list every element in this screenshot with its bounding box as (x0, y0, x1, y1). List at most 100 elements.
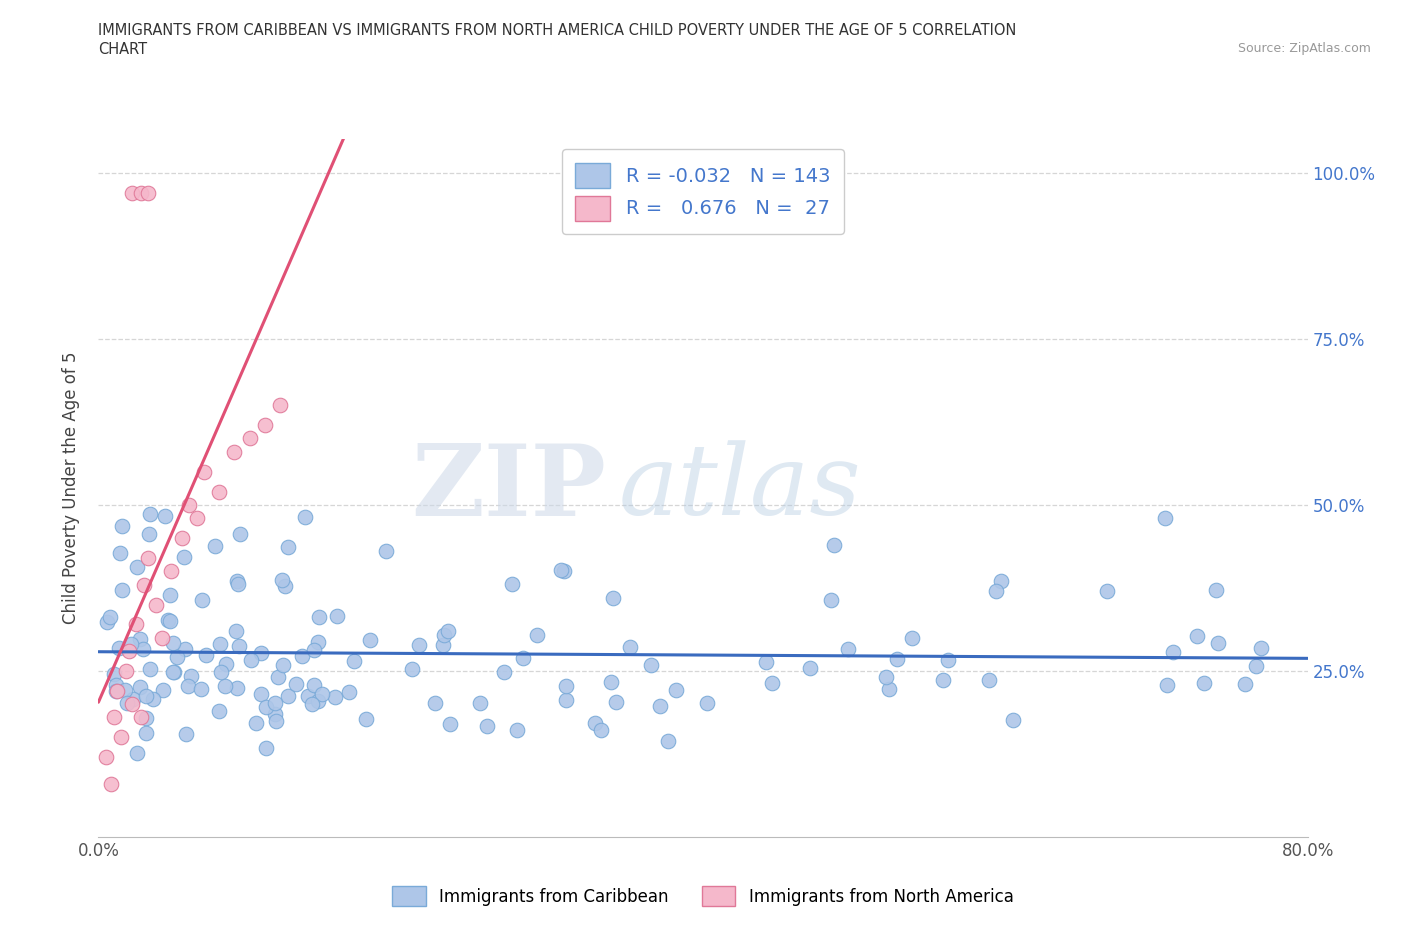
Point (117, 696, 139, 711)
Point (343, 654, 366, 669)
Point (170, 531, 193, 546)
Point (136, 185, 159, 200)
Point (96, 615, 118, 630)
Point (155, 508, 177, 523)
Point (619, 639, 641, 654)
Legend: R = -0.032   N = 143, R =   0.676   N =  27: R = -0.032 N = 143, R = 0.676 N = 27 (562, 149, 844, 234)
Point (326, 609, 349, 624)
Point (555, 693, 578, 708)
Point (100, 777, 122, 791)
Point (226, 577, 249, 591)
Point (208, 485, 231, 499)
Point (986, 583, 1008, 598)
Point (665, 683, 688, 698)
Point (166, 650, 188, 665)
Point (111, 583, 134, 598)
Point (492, 664, 515, 679)
Point (129, 679, 152, 694)
Point (512, 650, 534, 665)
Point (323, 690, 346, 705)
Point (224, 445, 246, 459)
Point (302, 678, 325, 693)
Point (141, 692, 163, 707)
Point (145, 597, 167, 612)
Point (990, 574, 1012, 589)
Point (105, 677, 128, 692)
Point (229, 526, 252, 541)
Point (823, 538, 845, 552)
Point (179, 498, 201, 512)
Point (433, 628, 456, 643)
Point (100, 610, 122, 625)
Point (267, 670, 290, 684)
Point (550, 562, 572, 577)
Point (250, 645, 273, 660)
Point (277, 689, 299, 704)
Point (190, 682, 212, 697)
Point (1156, 678, 1178, 693)
Point (138, 661, 160, 676)
Point (432, 638, 454, 653)
Point (125, 560, 148, 575)
Point (284, 677, 307, 692)
Point (264, 696, 287, 711)
Point (240, 653, 263, 668)
Point (337, 684, 360, 699)
Legend: Immigrants from Caribbean, Immigrants from North America: Immigrants from Caribbean, Immigrants fr… (385, 880, 1021, 912)
Point (1095, 583, 1118, 598)
Point (253, 418, 276, 432)
Point (177, 678, 200, 693)
Point (875, 670, 897, 684)
Y-axis label: Child Poverty Under the Age of 5: Child Poverty Under the Age of 5 (62, 352, 80, 625)
Point (605, 695, 627, 710)
Point (121, 185, 143, 200)
Point (254, 740, 277, 755)
Point (163, 664, 186, 679)
Point (173, 549, 195, 564)
Point (208, 637, 231, 652)
Point (162, 665, 184, 680)
Point (129, 631, 152, 646)
Point (129, 710, 152, 724)
Point (475, 718, 498, 733)
Point (506, 723, 529, 737)
Point (129, 185, 152, 200)
Point (159, 614, 181, 629)
Point (270, 572, 292, 587)
Point (125, 617, 148, 631)
Point (173, 641, 195, 656)
Point (159, 587, 181, 602)
Point (121, 691, 143, 706)
Point (602, 591, 624, 605)
Point (696, 696, 718, 711)
Point (191, 592, 214, 607)
Point (225, 624, 247, 639)
Point (301, 697, 323, 711)
Point (264, 707, 287, 722)
Point (311, 687, 333, 702)
Point (1233, 676, 1256, 691)
Point (174, 726, 197, 741)
Point (657, 734, 679, 749)
Point (936, 653, 959, 668)
Point (186, 511, 208, 525)
Text: IMMIGRANTS FROM CARIBBEAN VS IMMIGRANTS FROM NORTH AMERICA CHILD POVERTY UNDER T: IMMIGRANTS FROM CARIBBEAN VS IMMIGRANTS … (98, 23, 1017, 38)
Point (640, 658, 662, 672)
Point (307, 694, 329, 709)
Point (103, 667, 125, 682)
Point (408, 637, 430, 652)
Point (226, 574, 249, 589)
Point (214, 679, 236, 694)
Point (114, 683, 136, 698)
Point (132, 578, 155, 592)
Point (886, 651, 908, 666)
Point (150, 631, 173, 645)
Point (437, 623, 460, 638)
Point (110, 546, 132, 561)
Point (354, 711, 377, 726)
Point (245, 715, 267, 730)
Point (156, 612, 179, 627)
Point (121, 697, 143, 711)
Point (526, 628, 548, 643)
Point (375, 544, 398, 559)
